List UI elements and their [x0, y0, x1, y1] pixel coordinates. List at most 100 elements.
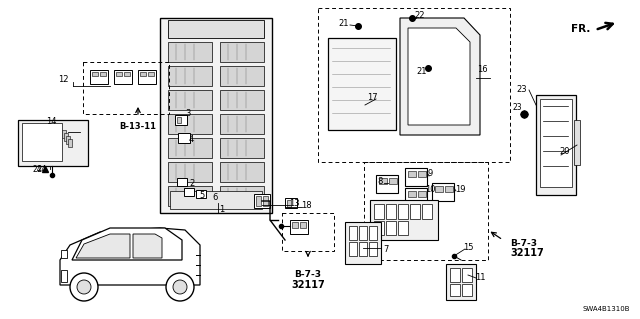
Polygon shape — [400, 18, 480, 135]
Circle shape — [173, 280, 187, 294]
Bar — [462, 268, 472, 282]
Bar — [168, 66, 212, 86]
Text: 22: 22 — [415, 11, 425, 20]
Text: 17: 17 — [367, 93, 378, 102]
Bar — [18, 120, 88, 166]
Text: 7: 7 — [383, 244, 388, 254]
Bar — [300, 222, 306, 228]
Text: 12: 12 — [58, 76, 68, 85]
Text: B-7-3: B-7-3 — [294, 270, 321, 279]
Bar — [285, 198, 297, 208]
Bar — [446, 264, 476, 300]
Bar — [386, 221, 396, 235]
Bar — [220, 186, 264, 206]
Bar — [398, 204, 408, 219]
Bar — [422, 204, 432, 219]
Bar — [386, 204, 396, 219]
Text: 32117: 32117 — [510, 248, 544, 258]
Bar — [418, 191, 426, 197]
Bar — [62, 130, 66, 138]
Bar — [64, 133, 68, 141]
Bar — [83, 62, 169, 114]
Bar — [359, 226, 367, 240]
Text: 5: 5 — [200, 190, 205, 199]
Text: 23: 23 — [513, 103, 522, 113]
Bar — [184, 188, 194, 196]
Text: 1: 1 — [220, 204, 225, 213]
Text: 13: 13 — [289, 199, 300, 209]
Bar — [318, 8, 510, 162]
Bar — [148, 72, 154, 76]
Bar — [328, 38, 396, 130]
Bar — [254, 194, 270, 208]
Bar — [389, 178, 397, 184]
Bar — [292, 222, 298, 228]
Text: SWA4B1310B: SWA4B1310B — [582, 306, 630, 312]
Bar — [374, 221, 384, 235]
Text: 24: 24 — [36, 166, 47, 174]
Text: B-7-3: B-7-3 — [510, 239, 537, 248]
Bar — [175, 115, 187, 125]
Bar — [220, 90, 264, 110]
Bar — [124, 72, 130, 76]
Bar — [379, 178, 387, 184]
Bar — [450, 268, 460, 282]
Bar — [168, 20, 264, 38]
Text: FR.: FR. — [571, 24, 590, 34]
Bar — [116, 72, 122, 76]
Polygon shape — [408, 28, 470, 125]
Bar — [405, 168, 427, 186]
Bar — [290, 220, 308, 234]
Bar — [140, 72, 146, 76]
Bar — [220, 42, 264, 62]
Bar — [410, 204, 420, 219]
Bar — [114, 70, 132, 84]
Bar — [398, 221, 408, 235]
Bar — [100, 72, 106, 76]
Bar — [462, 284, 472, 296]
Circle shape — [70, 273, 98, 301]
Circle shape — [77, 280, 91, 294]
Text: 2: 2 — [189, 180, 195, 189]
Text: 18: 18 — [301, 202, 311, 211]
Text: 11: 11 — [475, 273, 485, 283]
Text: 6: 6 — [212, 194, 218, 203]
Bar — [376, 175, 398, 193]
Bar — [540, 99, 572, 187]
Bar — [432, 183, 454, 201]
Bar — [369, 242, 377, 256]
Text: B-13-11: B-13-11 — [120, 122, 157, 131]
Text: 9: 9 — [428, 169, 433, 179]
Bar — [168, 186, 212, 206]
Bar — [536, 95, 576, 195]
Text: 4: 4 — [188, 136, 194, 145]
Bar — [287, 200, 291, 207]
Text: 23: 23 — [516, 85, 527, 93]
Bar — [178, 133, 190, 143]
Bar — [220, 66, 264, 86]
Polygon shape — [133, 234, 162, 258]
Bar — [92, 72, 98, 76]
Bar — [68, 139, 72, 147]
Circle shape — [166, 273, 194, 301]
Bar — [177, 178, 187, 186]
Bar — [168, 90, 212, 110]
Text: 10: 10 — [425, 184, 435, 194]
Text: 14: 14 — [45, 117, 56, 127]
Bar — [177, 117, 181, 123]
Text: 32117: 32117 — [291, 280, 325, 290]
Bar — [418, 171, 426, 177]
Text: 16: 16 — [477, 64, 487, 73]
Text: 21: 21 — [339, 19, 349, 28]
Bar — [168, 114, 212, 134]
Bar — [61, 270, 67, 282]
Text: 8: 8 — [378, 177, 383, 187]
Bar — [220, 138, 264, 158]
Bar — [66, 136, 70, 144]
Bar — [168, 162, 212, 182]
Bar — [160, 18, 272, 213]
Bar — [168, 42, 212, 62]
Bar — [349, 242, 357, 256]
Bar — [374, 204, 384, 219]
Text: 19: 19 — [455, 184, 465, 194]
